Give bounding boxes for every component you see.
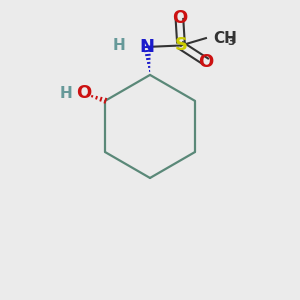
- Text: O: O: [198, 53, 214, 71]
- Text: H: H: [113, 38, 125, 53]
- Text: 3: 3: [227, 37, 235, 46]
- Text: H: H: [59, 86, 72, 101]
- Text: O: O: [172, 8, 187, 26]
- Text: CH: CH: [213, 31, 237, 46]
- Text: O: O: [76, 84, 91, 102]
- Text: N: N: [140, 38, 154, 56]
- Text: S: S: [174, 37, 188, 55]
